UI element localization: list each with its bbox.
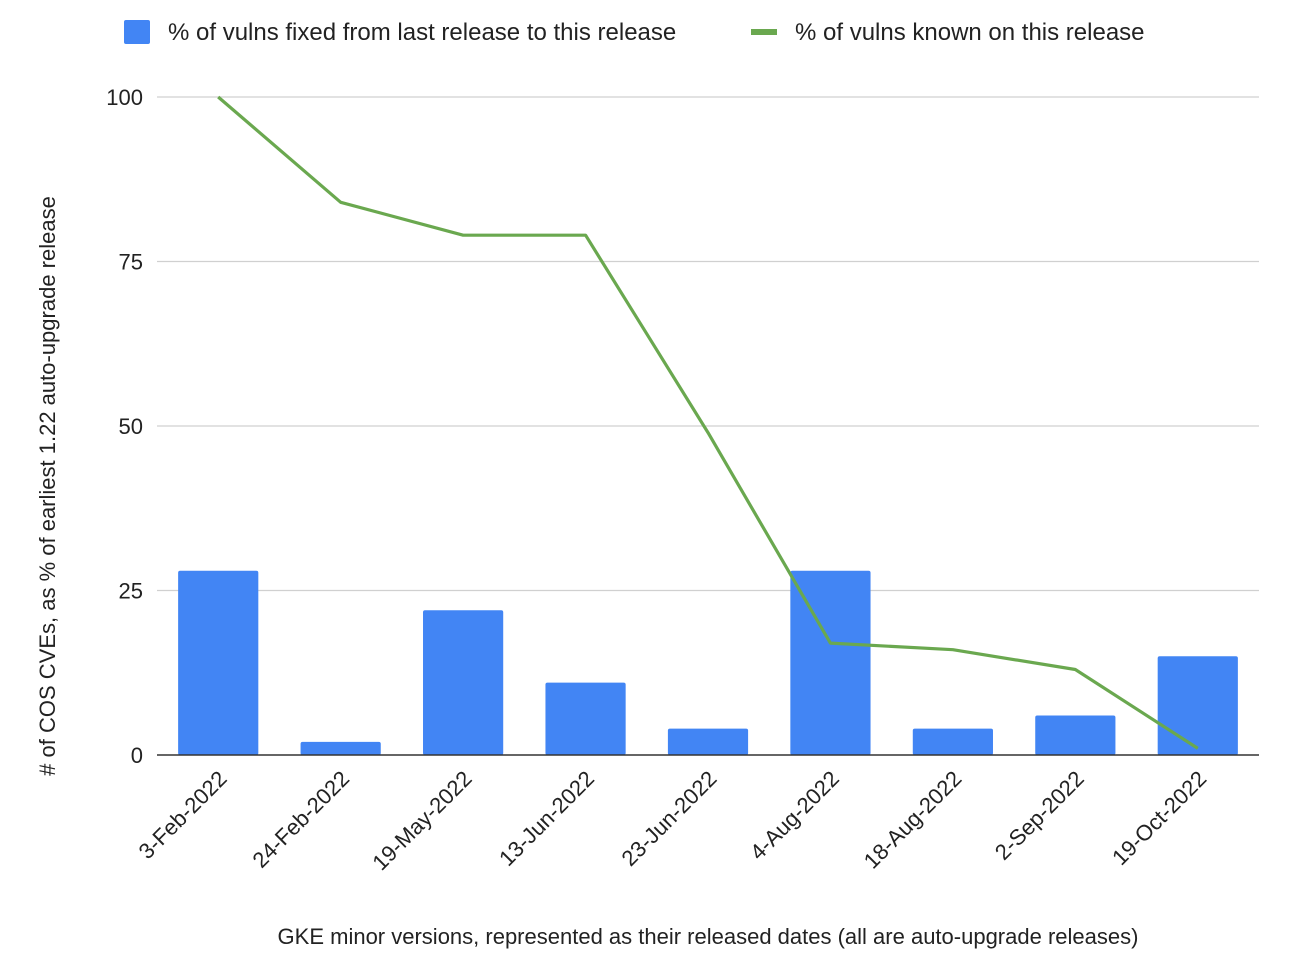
y-axis-title: # of COS CVEs, as % of earliest 1.22 aut…	[35, 196, 60, 776]
x-tick-label: 3-Feb-2022	[134, 766, 232, 864]
bar	[178, 570, 259, 755]
y-tick-label: 100	[106, 85, 143, 110]
x-tick-label: 4-Aug-2022	[745, 766, 844, 865]
bar	[667, 728, 749, 755]
bar	[1157, 656, 1238, 755]
x-tick-label: 18-Aug-2022	[859, 766, 967, 874]
x-axis-ticks: 3-Feb-2022 24-Feb-2022 19-May-2022 13-Jun-2…	[134, 766, 1212, 875]
y-tick-label: 0	[131, 743, 143, 768]
legend-label-bar: % of vulns fixed from last release to th…	[168, 19, 676, 46]
bar-series	[178, 570, 1238, 755]
legend-swatch-bar	[124, 20, 150, 44]
bar	[1035, 715, 1116, 755]
x-tick-label: 19-May-2022	[367, 766, 476, 875]
x-tick-label: 19-Oct-2022	[1107, 766, 1211, 870]
y-tick-label: 25	[119, 579, 143, 604]
legend-label-line: % of vulns known on this release	[795, 19, 1145, 46]
y-tick-label: 50	[119, 414, 143, 439]
x-tick-label: 24-Feb-2022	[247, 766, 354, 873]
x-tick-label: 2-Sep-2022	[990, 766, 1089, 865]
bar	[545, 682, 626, 755]
legend-swatch-line	[751, 29, 777, 35]
x-tick-label: 23-Jun-2022	[616, 766, 721, 871]
gridlines	[157, 96, 1259, 592]
y-axis-ticks: 0 25 50 75 100	[106, 85, 143, 768]
y-tick-label: 75	[119, 250, 143, 275]
legend: % of vulns fixed from last release to th…	[124, 19, 1145, 46]
x-tick-label: 13-Jun-2022	[494, 766, 599, 871]
bar	[300, 741, 381, 755]
x-axis-title: GKE minor versions, represented as their…	[278, 924, 1139, 949]
line-series	[217, 95, 1199, 750]
bar	[423, 610, 504, 755]
bar	[790, 570, 871, 755]
series-line	[217, 95, 1199, 750]
bar	[912, 728, 993, 755]
